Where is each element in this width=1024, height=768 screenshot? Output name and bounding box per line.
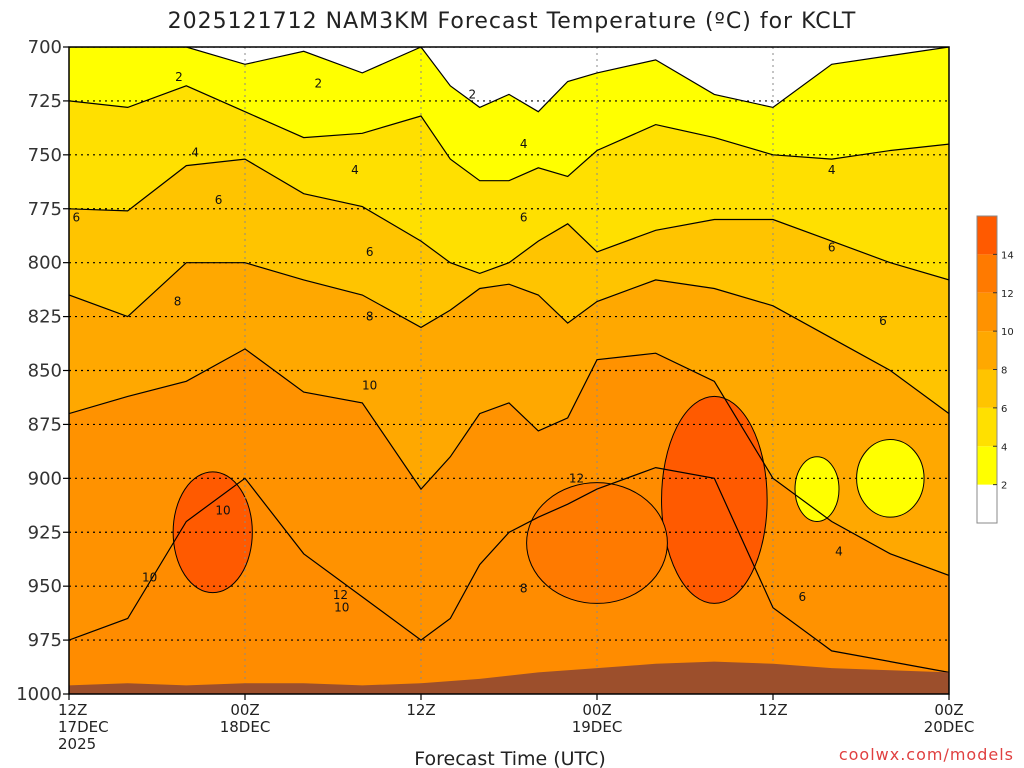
contour-label: 8 bbox=[520, 581, 528, 595]
colorbar-tick-label: 12 bbox=[1001, 289, 1014, 300]
x-tick-label: 12Z bbox=[406, 701, 435, 719]
isotherm-8 bbox=[69, 262, 949, 415]
y-tick-label: 975 bbox=[28, 630, 62, 651]
colorbar-swatch-6 bbox=[977, 254, 997, 293]
colorbar-tick-label: 10 bbox=[1001, 327, 1014, 338]
isotherm-6 bbox=[69, 158, 949, 281]
x-tick-label: 17DEC bbox=[58, 718, 109, 736]
contour-label: 6 bbox=[73, 210, 81, 224]
y-tick-label: 1000 bbox=[16, 684, 62, 705]
isotherm-12 bbox=[69, 466, 949, 673]
band-0 bbox=[69, 47, 949, 112]
colorbar: 2 4 6 8 10 12 14 bbox=[976, 215, 1014, 524]
colorbar-tick-label: 8 bbox=[1001, 366, 1007, 377]
colorbar-swatch-5 bbox=[977, 292, 997, 332]
x-tick-label: 18DEC bbox=[220, 718, 271, 736]
band-2 bbox=[69, 85, 949, 280]
y-tick-label: 725 bbox=[28, 91, 62, 112]
grid-lines bbox=[69, 47, 949, 694]
contour-label: 2 bbox=[315, 77, 323, 91]
contour-label: 10 bbox=[362, 379, 377, 393]
x-tick-label: 12Z bbox=[58, 701, 87, 719]
contour-label: 8 bbox=[366, 310, 374, 324]
plot-area bbox=[69, 47, 949, 694]
band-3 bbox=[69, 159, 949, 414]
x-tick-label: 00Z bbox=[582, 701, 611, 719]
cool-cell-19dec bbox=[794, 456, 840, 522]
x-tick-label: 00Z bbox=[230, 701, 259, 719]
y-tick-label: 750 bbox=[28, 145, 62, 166]
y-axis: 700 725 750 775 800 825 850 875 900 925 950 975 1000 bbox=[16, 37, 69, 705]
y-tick-label: 925 bbox=[28, 522, 62, 543]
x-tick-label: 2025 bbox=[58, 735, 96, 753]
contour-label: 10 bbox=[215, 504, 230, 518]
warm-cell-19dec bbox=[661, 395, 768, 604]
y-tick-label: 950 bbox=[28, 576, 62, 597]
isotherm-4 bbox=[69, 85, 949, 182]
contour-label: 4 bbox=[520, 137, 528, 151]
contour-label: 6 bbox=[799, 590, 807, 604]
isotherm-2 bbox=[69, 47, 949, 113]
temperature-cells bbox=[172, 395, 925, 604]
contour-label: 4 bbox=[191, 146, 199, 160]
contour-label: 2 bbox=[175, 70, 183, 84]
contour-label: 2 bbox=[469, 87, 477, 101]
colorbar-swatch-4 bbox=[977, 331, 997, 370]
isotherm-contours bbox=[69, 47, 949, 673]
chart-title: 2025121712 NAM3KM Forecast Temperature (… bbox=[168, 9, 857, 34]
contour-label: 6 bbox=[828, 241, 836, 255]
x-tick-label: 20DEC bbox=[924, 718, 975, 736]
colorbar-swatch-3 bbox=[977, 369, 997, 408]
colorbar-swatch-1 bbox=[977, 446, 997, 485]
x-tick-label: 19DEC bbox=[572, 718, 623, 736]
ground-terrain bbox=[69, 661, 949, 694]
colorbar-swatch-2 bbox=[977, 407, 997, 447]
credit-text: coolwx.com/models bbox=[839, 745, 1014, 764]
y-tick-label: 875 bbox=[28, 414, 62, 435]
x-tick-label: 12Z bbox=[758, 701, 787, 719]
isotherm-10 bbox=[69, 348, 949, 576]
contour-label: 12 bbox=[333, 588, 348, 602]
contour-label: 4 bbox=[351, 163, 359, 177]
contour-label: 12 bbox=[569, 471, 584, 485]
contour-label: 10 bbox=[334, 601, 349, 615]
contour-label: 6 bbox=[879, 314, 887, 328]
y-tick-label: 900 bbox=[28, 468, 62, 489]
band-4 bbox=[69, 262, 949, 576]
y-tick-label: 825 bbox=[28, 307, 62, 328]
contour-label: 8 bbox=[174, 294, 182, 308]
colorbar-swatch-0 bbox=[977, 484, 997, 523]
contour-label: 4 bbox=[828, 163, 836, 177]
contour-label: 6 bbox=[366, 245, 374, 259]
contour-label: 6 bbox=[520, 210, 528, 224]
contour-label: 6 bbox=[215, 193, 223, 207]
colorbar-tick-label: 14 bbox=[1001, 250, 1014, 261]
y-tick-label: 800 bbox=[28, 253, 62, 274]
band-1 bbox=[69, 47, 949, 181]
colorbar-swatch-7 bbox=[977, 216, 997, 255]
colorbar-tick-label: 2 bbox=[1001, 481, 1007, 492]
y-tick-label: 700 bbox=[28, 37, 62, 58]
colorbar-tick-label: 4 bbox=[1001, 442, 1007, 453]
temperature-bands bbox=[69, 47, 949, 673]
cool-cell-20dec bbox=[856, 439, 925, 518]
contour-label: 4 bbox=[835, 545, 843, 559]
contour-label: 10 bbox=[142, 571, 157, 585]
warm-cell-18dec bbox=[172, 471, 253, 594]
y-tick-label: 850 bbox=[28, 361, 62, 382]
x-axis-title: Forecast Time (UTC) bbox=[414, 748, 605, 768]
colorbar-tick-label: 6 bbox=[1001, 404, 1007, 415]
y-tick-label: 775 bbox=[28, 199, 62, 220]
warm-cell-19dec-west bbox=[526, 482, 668, 604]
x-tick-label: 00Z bbox=[934, 701, 963, 719]
